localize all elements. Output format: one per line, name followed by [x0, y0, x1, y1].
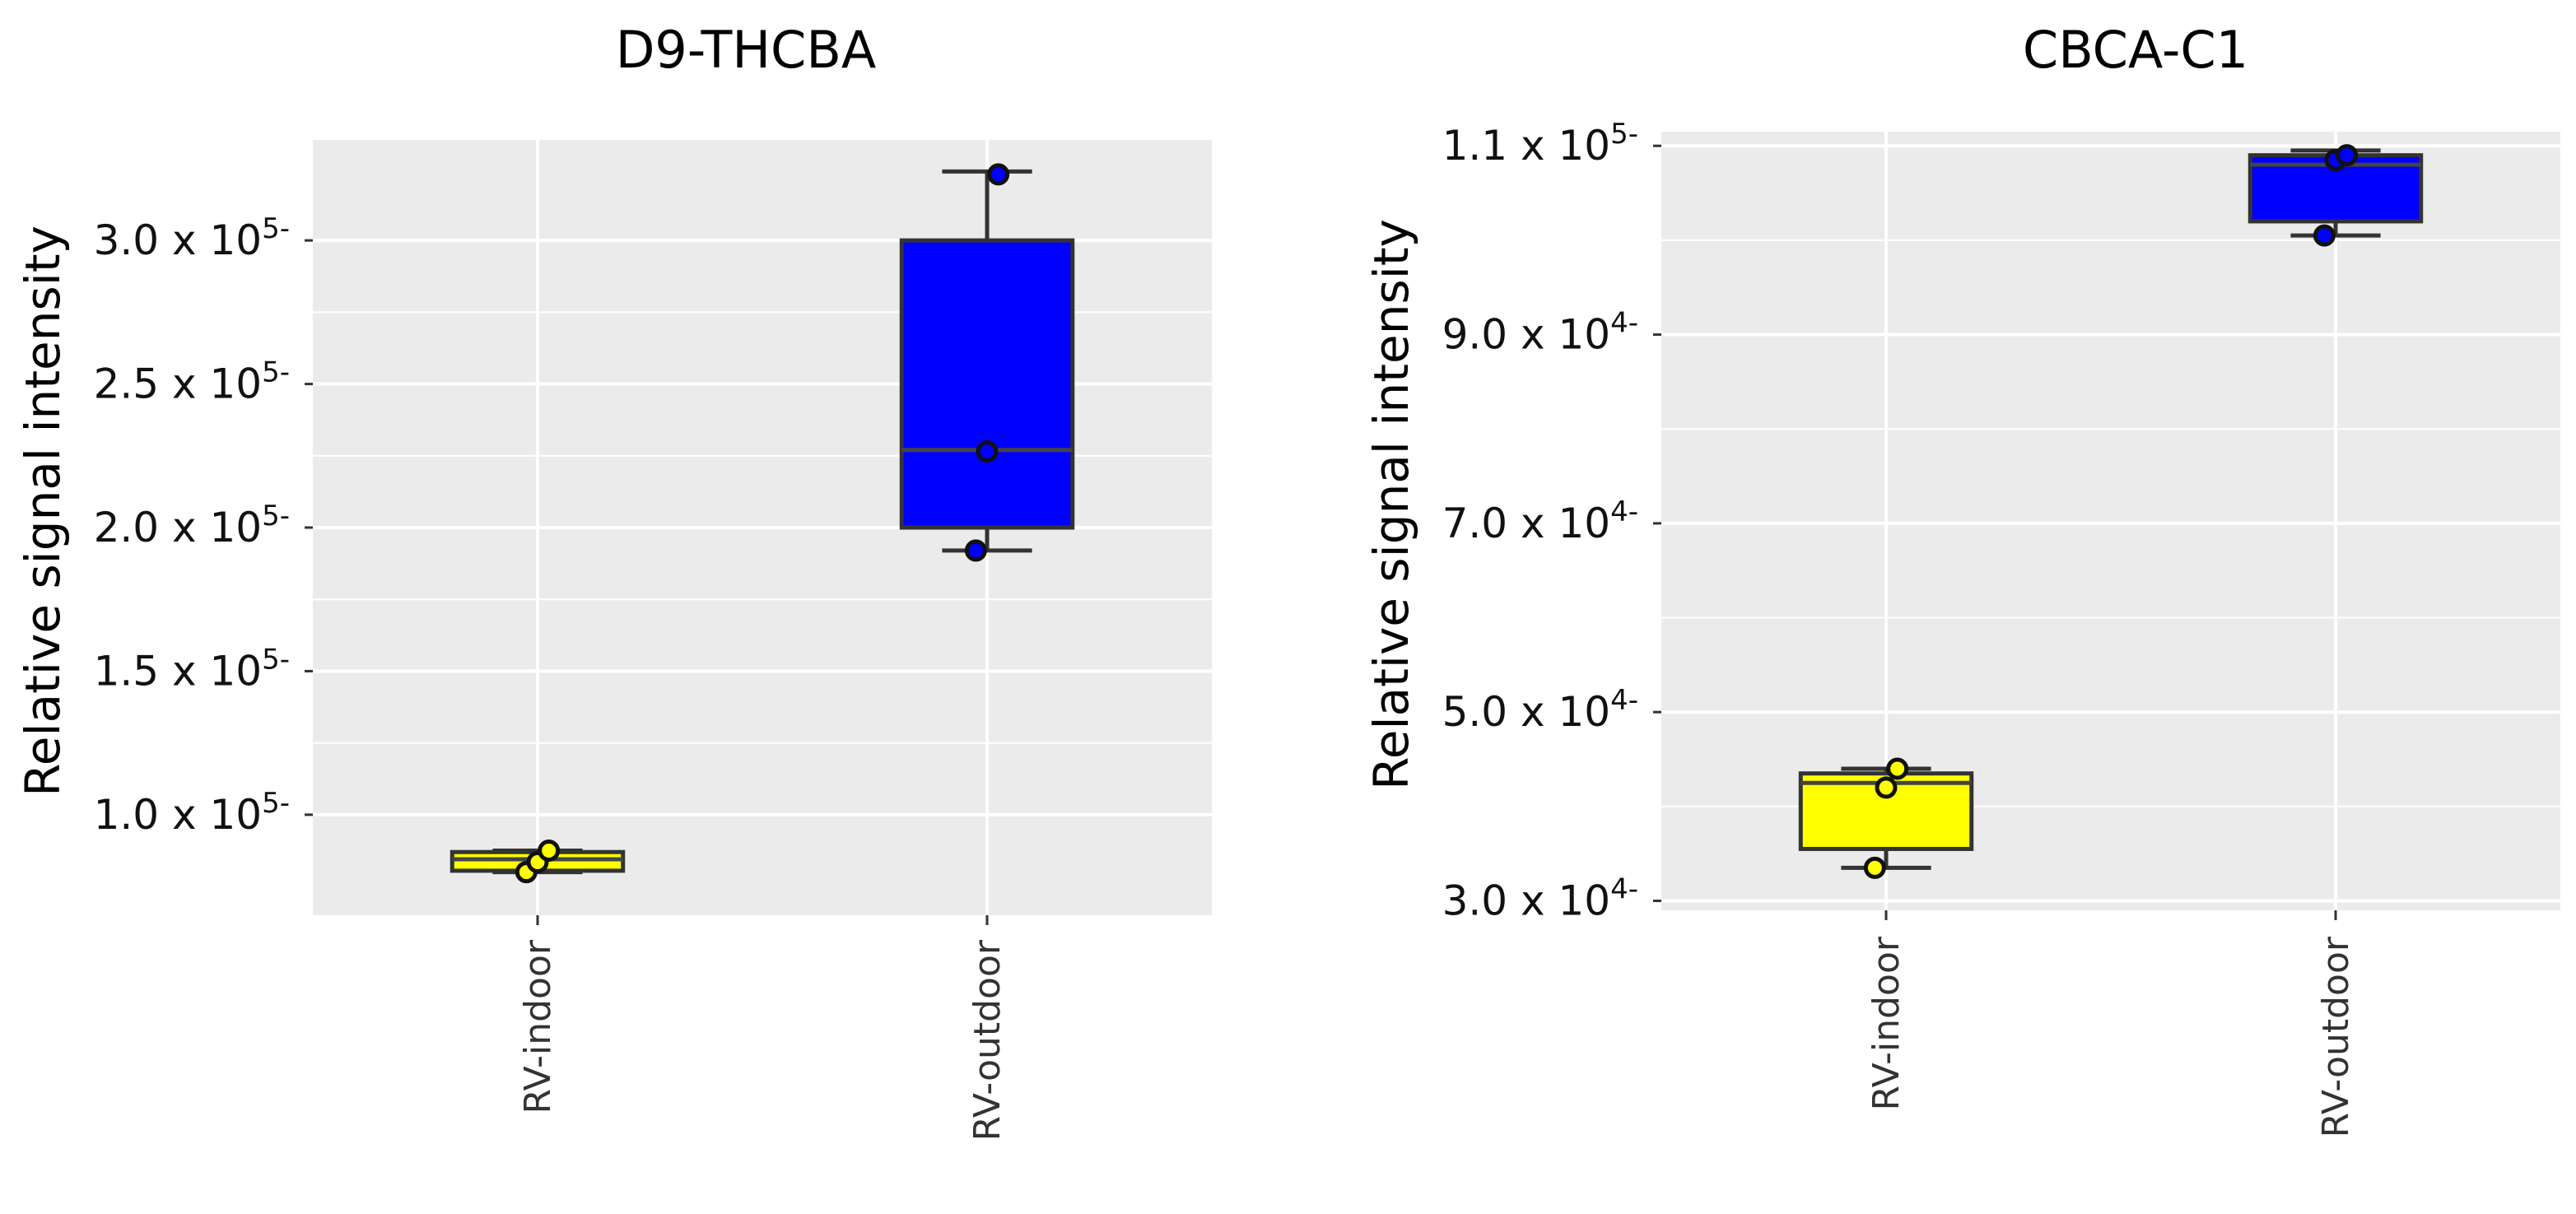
- data-point: [1886, 757, 1909, 780]
- y-tick-label: 2.5 x 105-: [94, 356, 290, 408]
- y-axis-label: Relative signal intensity: [15, 226, 71, 797]
- chart-title: CBCA-C1: [2023, 20, 2248, 80]
- y-tick-label: 1.1 x 105-: [1442, 118, 1638, 170]
- x-tick-label: RV-outdoor: [967, 939, 1009, 1141]
- plot-panel: [1661, 132, 2560, 910]
- panel-2: CBCA-C1 3.0 x 104- 5.0 x 104- 7.0 x 104- 9.0…: [1363, 20, 2560, 1137]
- data-point: [538, 840, 561, 862]
- x-tick-label: RV-indoor: [1866, 936, 1908, 1110]
- data-point: [976, 440, 999, 463]
- panel-1: D9-THCBA 1.0 x 105- 1.5 x 105- 2.0 x 105- 2.…: [15, 20, 1212, 1141]
- data-point: [2313, 224, 2336, 247]
- y-axis-label: Relative signal intensity: [1363, 219, 1419, 790]
- chart-title: D9-THCBA: [616, 20, 877, 80]
- data-point: [2336, 144, 2359, 167]
- y-tick-label: 5.0 x 104-: [1442, 684, 1638, 736]
- x-tick-label: RV-indoor: [517, 939, 559, 1114]
- y-tick-label: 1.0 x 105-: [94, 787, 290, 839]
- data-point: [1863, 856, 1886, 879]
- data-point: [987, 163, 1010, 186]
- data-point: [964, 539, 987, 562]
- box-RV-outdoor: [899, 238, 1075, 530]
- x-tick-label: RV-outdoor: [2315, 936, 2357, 1137]
- y-tick-label: 9.0 x 104-: [1442, 307, 1638, 359]
- y-tick-label: 7.0 x 104-: [1442, 495, 1638, 547]
- data-point: [1875, 776, 1898, 799]
- y-tick-label: 2.0 x 105-: [94, 500, 290, 551]
- y-tick-label: 3.0 x 104-: [1442, 873, 1638, 925]
- y-tick-label: 1.5 x 105-: [94, 643, 290, 695]
- y-tick-label: 3.0 x 105-: [94, 212, 290, 264]
